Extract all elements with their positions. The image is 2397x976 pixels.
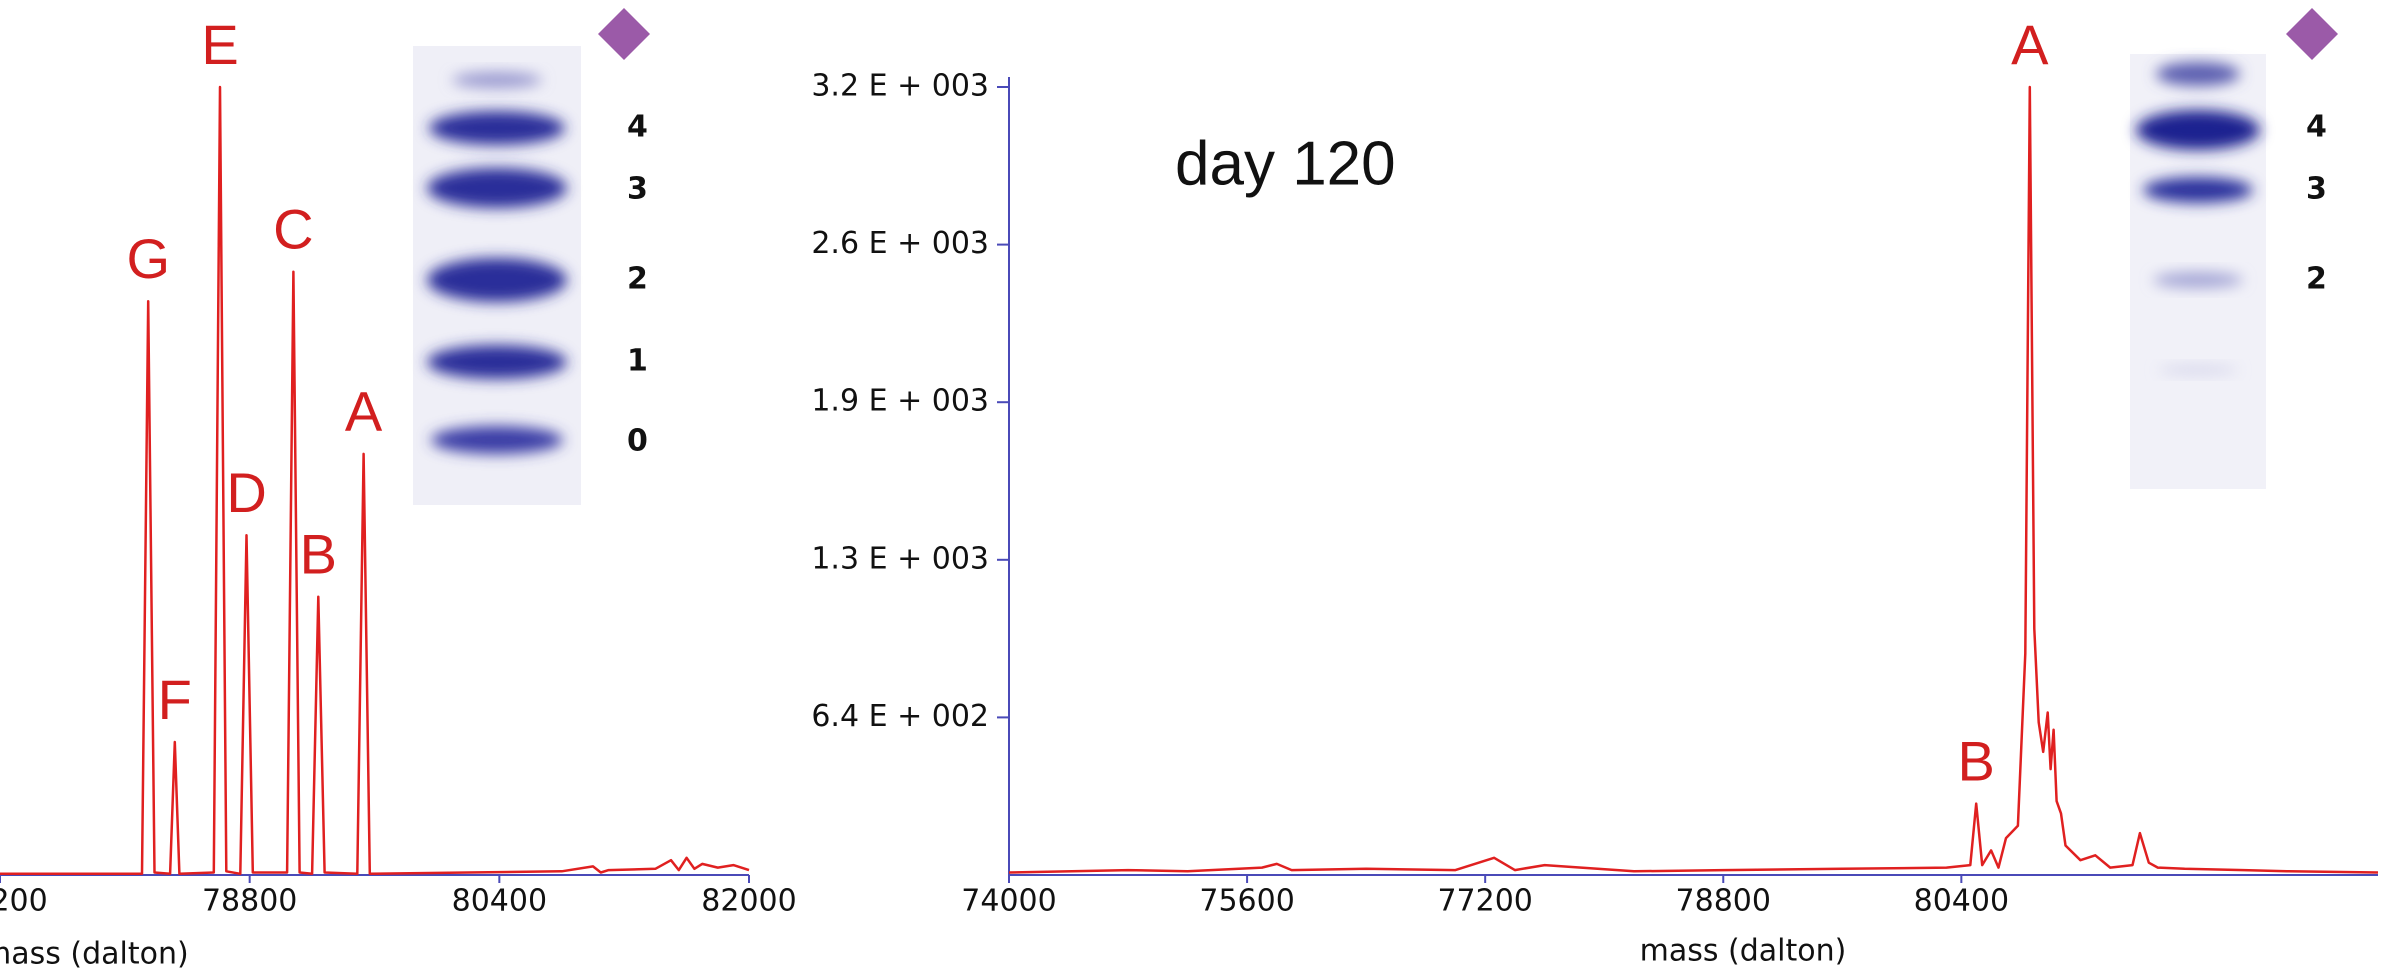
gel-lane-label: 4 <box>627 110 648 145</box>
x-tick-label: 74000 <box>961 884 1056 919</box>
peak-label: C <box>273 197 313 260</box>
y-tick-label: 6.4 E + 002 <box>811 699 989 734</box>
x-tick-label: 78800 <box>1676 884 1771 919</box>
gel-lane-label: 3 <box>2306 172 2327 207</box>
x-tick-label: 77200 <box>1437 884 1532 919</box>
peak-label: B <box>1958 729 1995 792</box>
gel-lane-label: 1 <box>627 344 648 379</box>
gel-left <box>413 46 581 505</box>
peak-label: G <box>126 227 170 290</box>
diamond-icon <box>2286 8 2338 60</box>
peak-label: D <box>226 461 266 524</box>
y-tick-label: 3.2 E + 003 <box>811 69 989 104</box>
gel-right <box>2130 54 2266 489</box>
y-tick-label: 2.6 E + 003 <box>811 226 989 261</box>
peak-label: B <box>300 523 337 586</box>
peak-label: E <box>201 13 238 76</box>
gel-lane-label: 2 <box>2306 262 2327 297</box>
x-tick-label: 77200 <box>0 884 48 919</box>
diamond-icon <box>598 8 650 60</box>
x-tick-label: 80400 <box>452 884 547 919</box>
x-axis-label: mass (dalton) <box>0 937 189 972</box>
gel-lane-label: 3 <box>627 172 648 207</box>
x-tick-label: 80400 <box>1914 884 2009 919</box>
peak-label: F <box>158 668 192 731</box>
x-tick-label: 82000 <box>701 884 796 919</box>
x-axis-label: mass (dalton) <box>1640 934 1847 969</box>
peak-label: A <box>2011 13 2049 76</box>
gel-lane-label: 2 <box>627 262 648 297</box>
chart-title: day 120 <box>1175 129 1396 198</box>
gel-lane-label: 0 <box>627 424 648 459</box>
figure: 77200 78800 80400 82000 mass (dalton) G F E D C B A… <box>0 0 2397 976</box>
y-tick-label: 1.9 E + 003 <box>811 384 989 419</box>
x-tick-label: 75600 <box>1199 884 1294 919</box>
x-tick-label: 78800 <box>202 884 297 919</box>
peak-label: A <box>345 380 383 443</box>
y-tick-label: 1.3 E + 003 <box>811 541 989 576</box>
gel-lane-label: 4 <box>2306 110 2327 145</box>
